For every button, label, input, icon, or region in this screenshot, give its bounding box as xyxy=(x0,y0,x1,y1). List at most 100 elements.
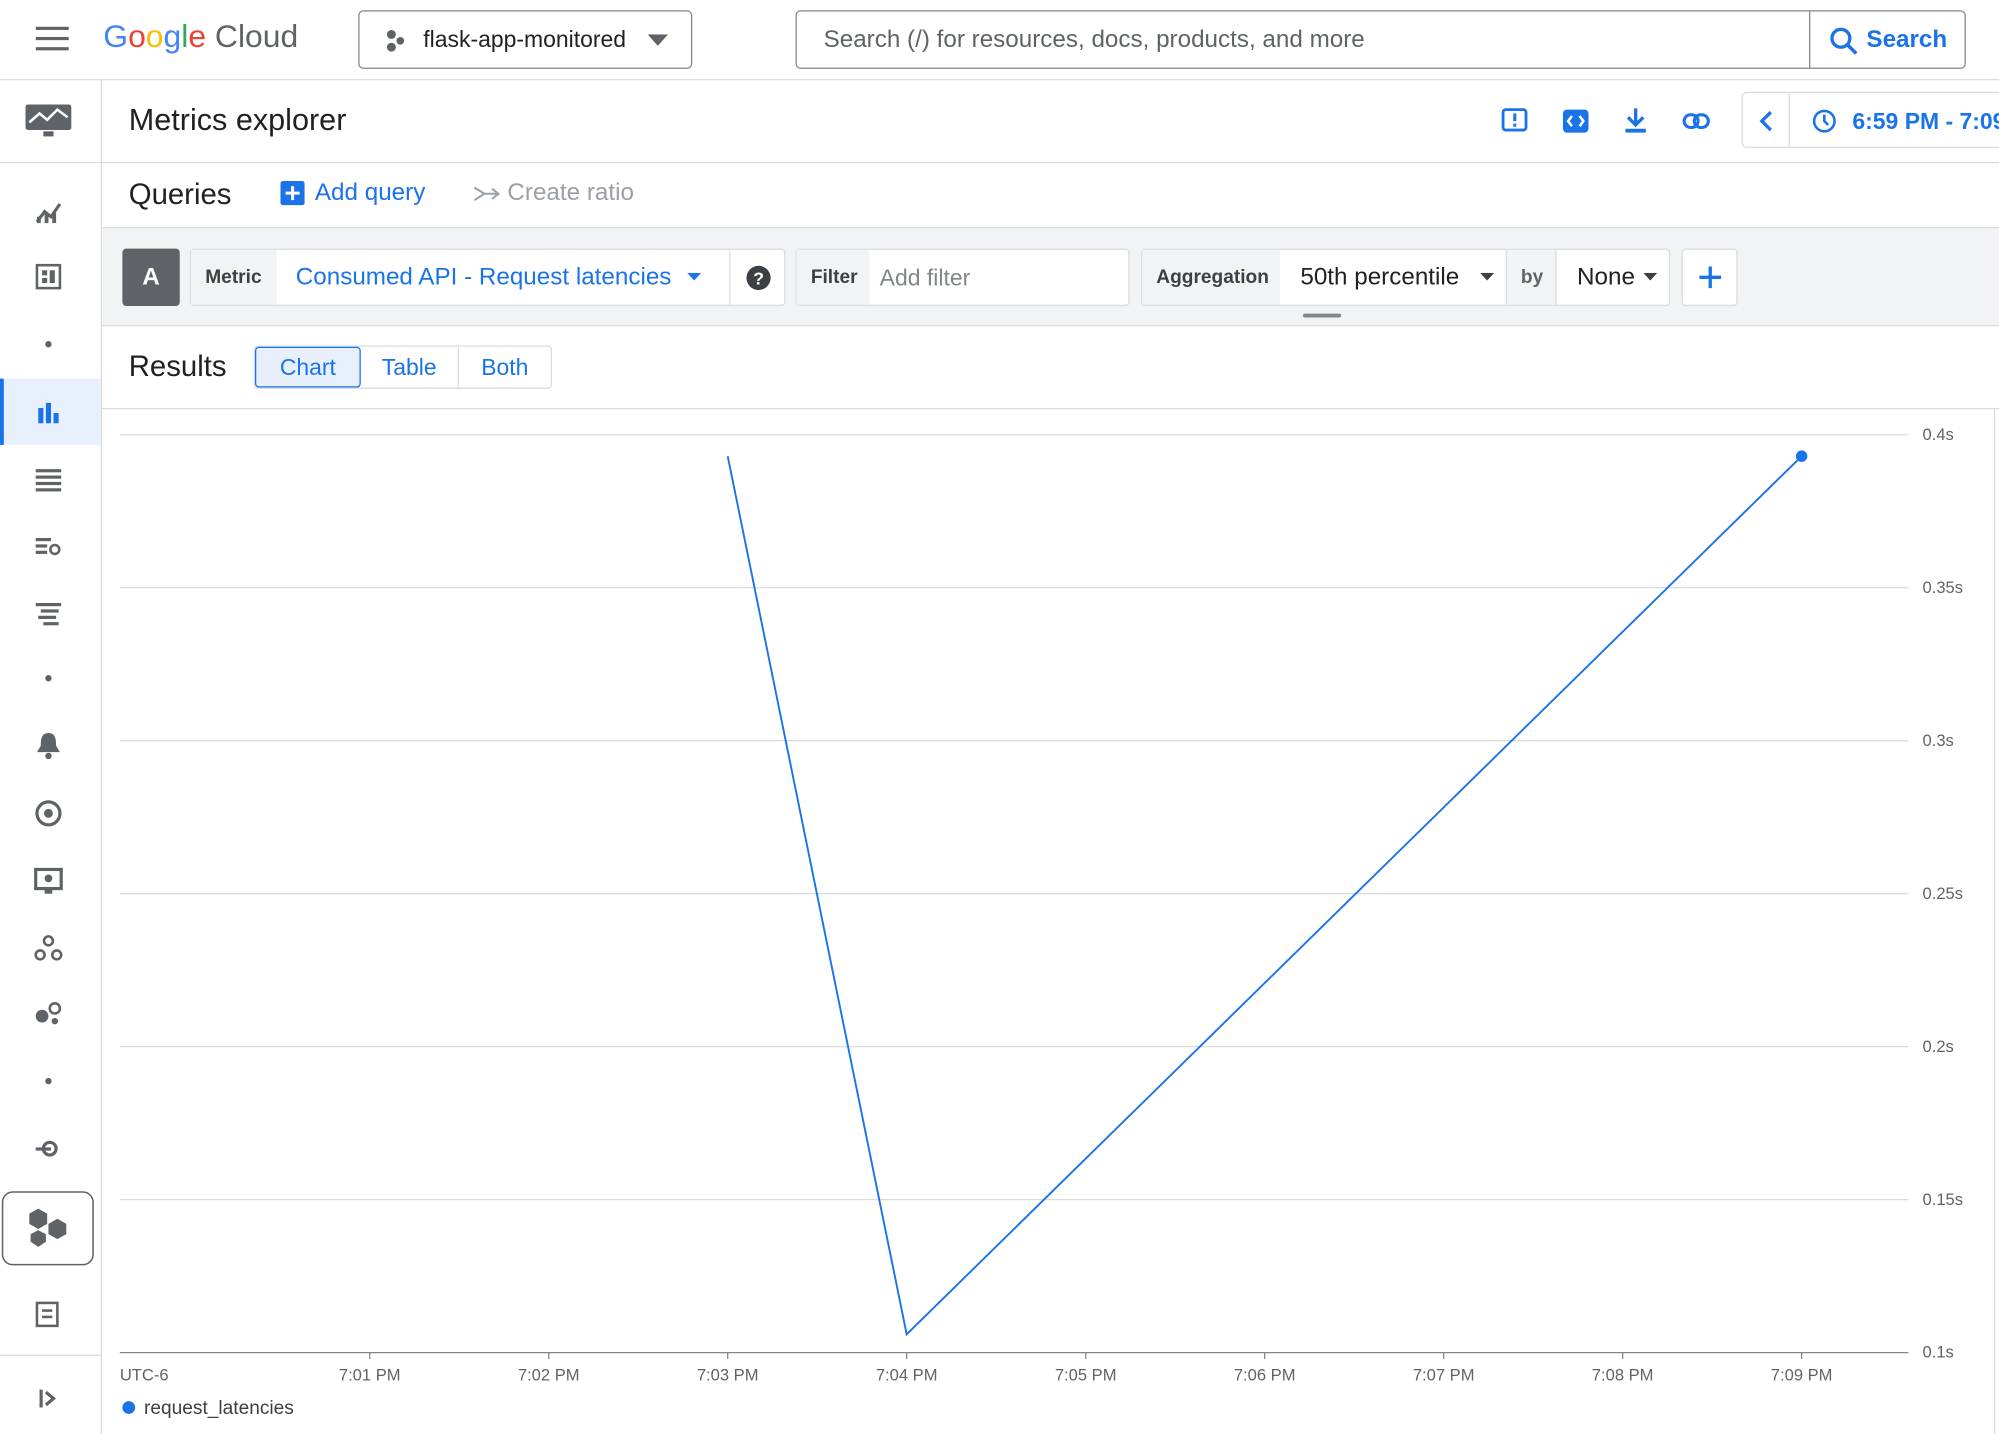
nav-item[interactable] xyxy=(35,469,62,492)
code-icon[interactable] xyxy=(1562,109,1589,133)
divider xyxy=(0,79,1999,81)
nav-item[interactable] xyxy=(35,203,62,224)
tab-chart[interactable]: Chart xyxy=(254,346,361,388)
divider xyxy=(1788,93,1790,147)
nav-dot xyxy=(45,675,52,682)
filter-placeholder: Add filter xyxy=(879,265,971,291)
nav-item[interactable] xyxy=(36,733,60,760)
x-tick-label: 7:02 PM xyxy=(518,1366,580,1385)
divider xyxy=(101,161,1999,164)
tab-table[interactable]: Table xyxy=(361,346,459,388)
collapse-nav[interactable] xyxy=(39,1389,57,1408)
divider xyxy=(0,161,102,164)
nav-indicator xyxy=(0,378,4,445)
project-icon xyxy=(386,29,405,52)
filter-box[interactable]: Filter Add filter xyxy=(795,248,1130,306)
divider xyxy=(729,249,731,305)
divider xyxy=(101,407,1999,410)
y-tick-label: 0.3s xyxy=(1923,731,1954,750)
search-icon xyxy=(1830,27,1858,55)
divider xyxy=(1809,11,1811,68)
y-tick-label: 0.15s xyxy=(1923,1190,1964,1209)
x-tick-label: 7:09 PM xyxy=(1771,1366,1833,1385)
nav-box[interactable] xyxy=(1,1191,94,1266)
feedback-icon[interactable] xyxy=(1501,108,1528,132)
nav-item[interactable] xyxy=(34,935,63,961)
nav-dot xyxy=(45,341,52,348)
results-title: Results xyxy=(128,349,227,383)
x-tick-label: 7:08 PM xyxy=(1592,1366,1654,1385)
clock-icon xyxy=(1812,109,1836,133)
nav-item[interactable] xyxy=(35,1301,59,1328)
search-button[interactable]: Search xyxy=(1866,26,1948,54)
x-tick-label: 7:05 PM xyxy=(1055,1366,1117,1385)
metric-selector[interactable]: Metric Consumed API - Request latencies … xyxy=(189,248,786,306)
y-tick-label: 0.2s xyxy=(1923,1037,1954,1056)
nav-item[interactable] xyxy=(35,800,62,827)
queries-title: Queries xyxy=(128,177,232,211)
x-tick-label: 7:04 PM xyxy=(876,1366,938,1385)
resize-handle[interactable] xyxy=(1302,313,1342,318)
tab-both[interactable]: Both xyxy=(481,354,529,380)
legend-swatch xyxy=(122,1401,136,1414)
metric-label: Metric xyxy=(205,266,262,289)
filter-label: Filter xyxy=(810,266,858,289)
by-label: by xyxy=(1520,266,1544,289)
x-axis-label: UTC-6 xyxy=(120,1366,169,1385)
x-tick-label: 7:06 PM xyxy=(1234,1366,1296,1385)
nav-icons xyxy=(0,203,101,1408)
x-tick-label: 7:01 PM xyxy=(339,1366,401,1385)
divider xyxy=(100,80,102,1434)
dropdown-arrow xyxy=(647,34,669,46)
y-tick-label: 0.35s xyxy=(1923,578,1964,597)
nav-item[interactable] xyxy=(35,537,61,556)
nav-item[interactable] xyxy=(38,402,59,424)
nav-item[interactable] xyxy=(34,867,63,894)
time-range: 6:59 PM - 7:09 xyxy=(1852,108,1999,134)
page-title: Metrics explorer xyxy=(128,103,347,138)
aggregation-box[interactable]: Aggregation 50th percentile by None xyxy=(1141,248,1671,306)
x-tick-label: 7:03 PM xyxy=(697,1366,759,1385)
monitoring-logo[interactable] xyxy=(25,104,72,138)
search-box[interactable]: Search (/) for resources, docs, products… xyxy=(795,10,1966,69)
nav-item[interactable] xyxy=(35,603,62,626)
nav-item xyxy=(29,1208,67,1247)
add-query[interactable]: Add query xyxy=(314,179,426,207)
menu-icon[interactable] xyxy=(35,25,69,51)
dropdown-arrow xyxy=(687,272,702,281)
download-icon[interactable] xyxy=(1625,108,1646,133)
end-point xyxy=(1795,450,1808,462)
y-tick-label: 0.4s xyxy=(1923,425,1954,444)
create-ratio[interactable]: Create ratio xyxy=(507,179,634,207)
aggregation-label: Aggregation xyxy=(1156,266,1269,289)
metric-value: Consumed API - Request latencies xyxy=(295,263,672,291)
help-icon[interactable]: ? xyxy=(746,265,771,291)
project-picker[interactable]: flask-app-monitored xyxy=(358,10,693,69)
nav-item[interactable] xyxy=(35,263,62,290)
nav-item[interactable] xyxy=(35,1002,62,1025)
legend-label: request_latencies xyxy=(144,1398,294,1419)
toolbar-icons xyxy=(1501,108,1710,133)
y-tick-label: 0.25s xyxy=(1923,884,1964,903)
link-icon[interactable] xyxy=(1682,113,1710,130)
nav-item[interactable] xyxy=(35,1140,58,1157)
query-letter: A xyxy=(122,248,180,306)
add-button[interactable] xyxy=(1681,248,1738,306)
nav-dot xyxy=(45,1077,52,1085)
brand-logo[interactable]: Google Cloud xyxy=(103,19,299,55)
scroll-edge xyxy=(1993,407,1996,1434)
dropdown-arrow xyxy=(1480,272,1495,281)
prev-button[interactable] xyxy=(1757,110,1775,133)
dropdown-arrow xyxy=(1643,272,1658,281)
by-value: None xyxy=(1577,263,1635,291)
y-tick-label: 0.1s xyxy=(1923,1343,1954,1362)
aggregation-value: 50th percentile xyxy=(1300,263,1460,291)
series-line xyxy=(726,455,1803,1337)
project-name: flask-app-monitored xyxy=(423,26,627,53)
ratio-icon xyxy=(474,186,500,202)
time-range-picker[interactable]: 6:59 PM - 7:09 xyxy=(1741,91,1999,148)
svg-text:?: ? xyxy=(753,268,764,288)
search-placeholder: Search (/) for resources, docs, products… xyxy=(823,26,1365,54)
